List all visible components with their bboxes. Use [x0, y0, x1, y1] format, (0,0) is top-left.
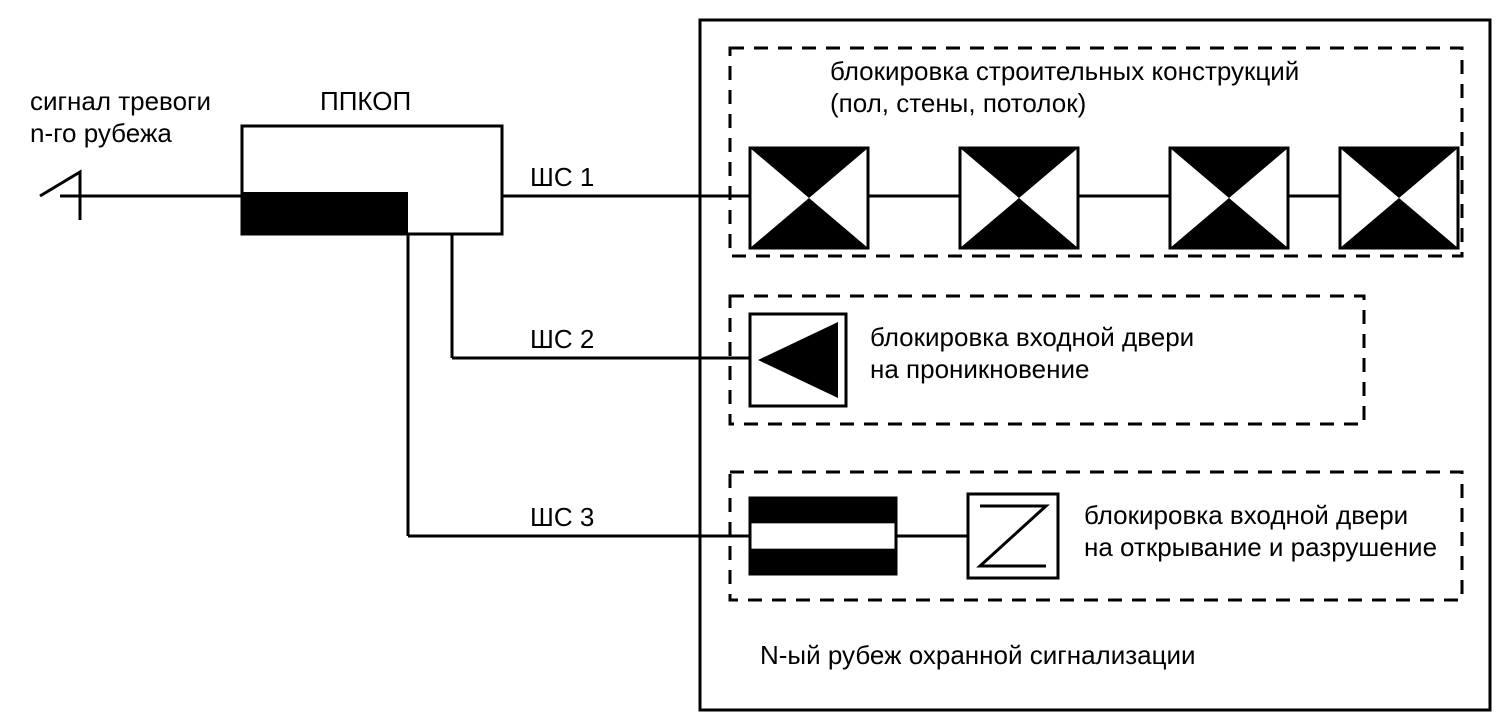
ppkop-fill [242, 192, 408, 234]
zone2-label: блокировка входной двери [870, 322, 1194, 352]
sh1-label: ШС 1 [530, 162, 594, 192]
zone3-label-2: на открывание и разрушение [1084, 532, 1437, 562]
zone1-label: блокировка строительных конструкций [830, 56, 1299, 86]
zone2-label-2: на проникновение [870, 354, 1089, 384]
ppkop-label: ППКОП [320, 86, 411, 116]
security-alarm-diagram: сигнал тревогиn-го рубежа ППКОП ШС 1 ШС 2 ШС… [0, 0, 1511, 719]
footer-label: N-ый рубеж охранной сигнализации [760, 640, 1196, 670]
alarm-label-2: n-го рубежа [30, 118, 172, 148]
zone1-label-2: (пол, стены, потолок) [830, 88, 1086, 118]
zone3-label: блокировка входной двери [1084, 500, 1408, 530]
alarm-label: сигнал тревоги [30, 86, 211, 116]
sh3-label: ШС 3 [530, 502, 594, 532]
sh2-label: ШС 2 [530, 324, 594, 354]
